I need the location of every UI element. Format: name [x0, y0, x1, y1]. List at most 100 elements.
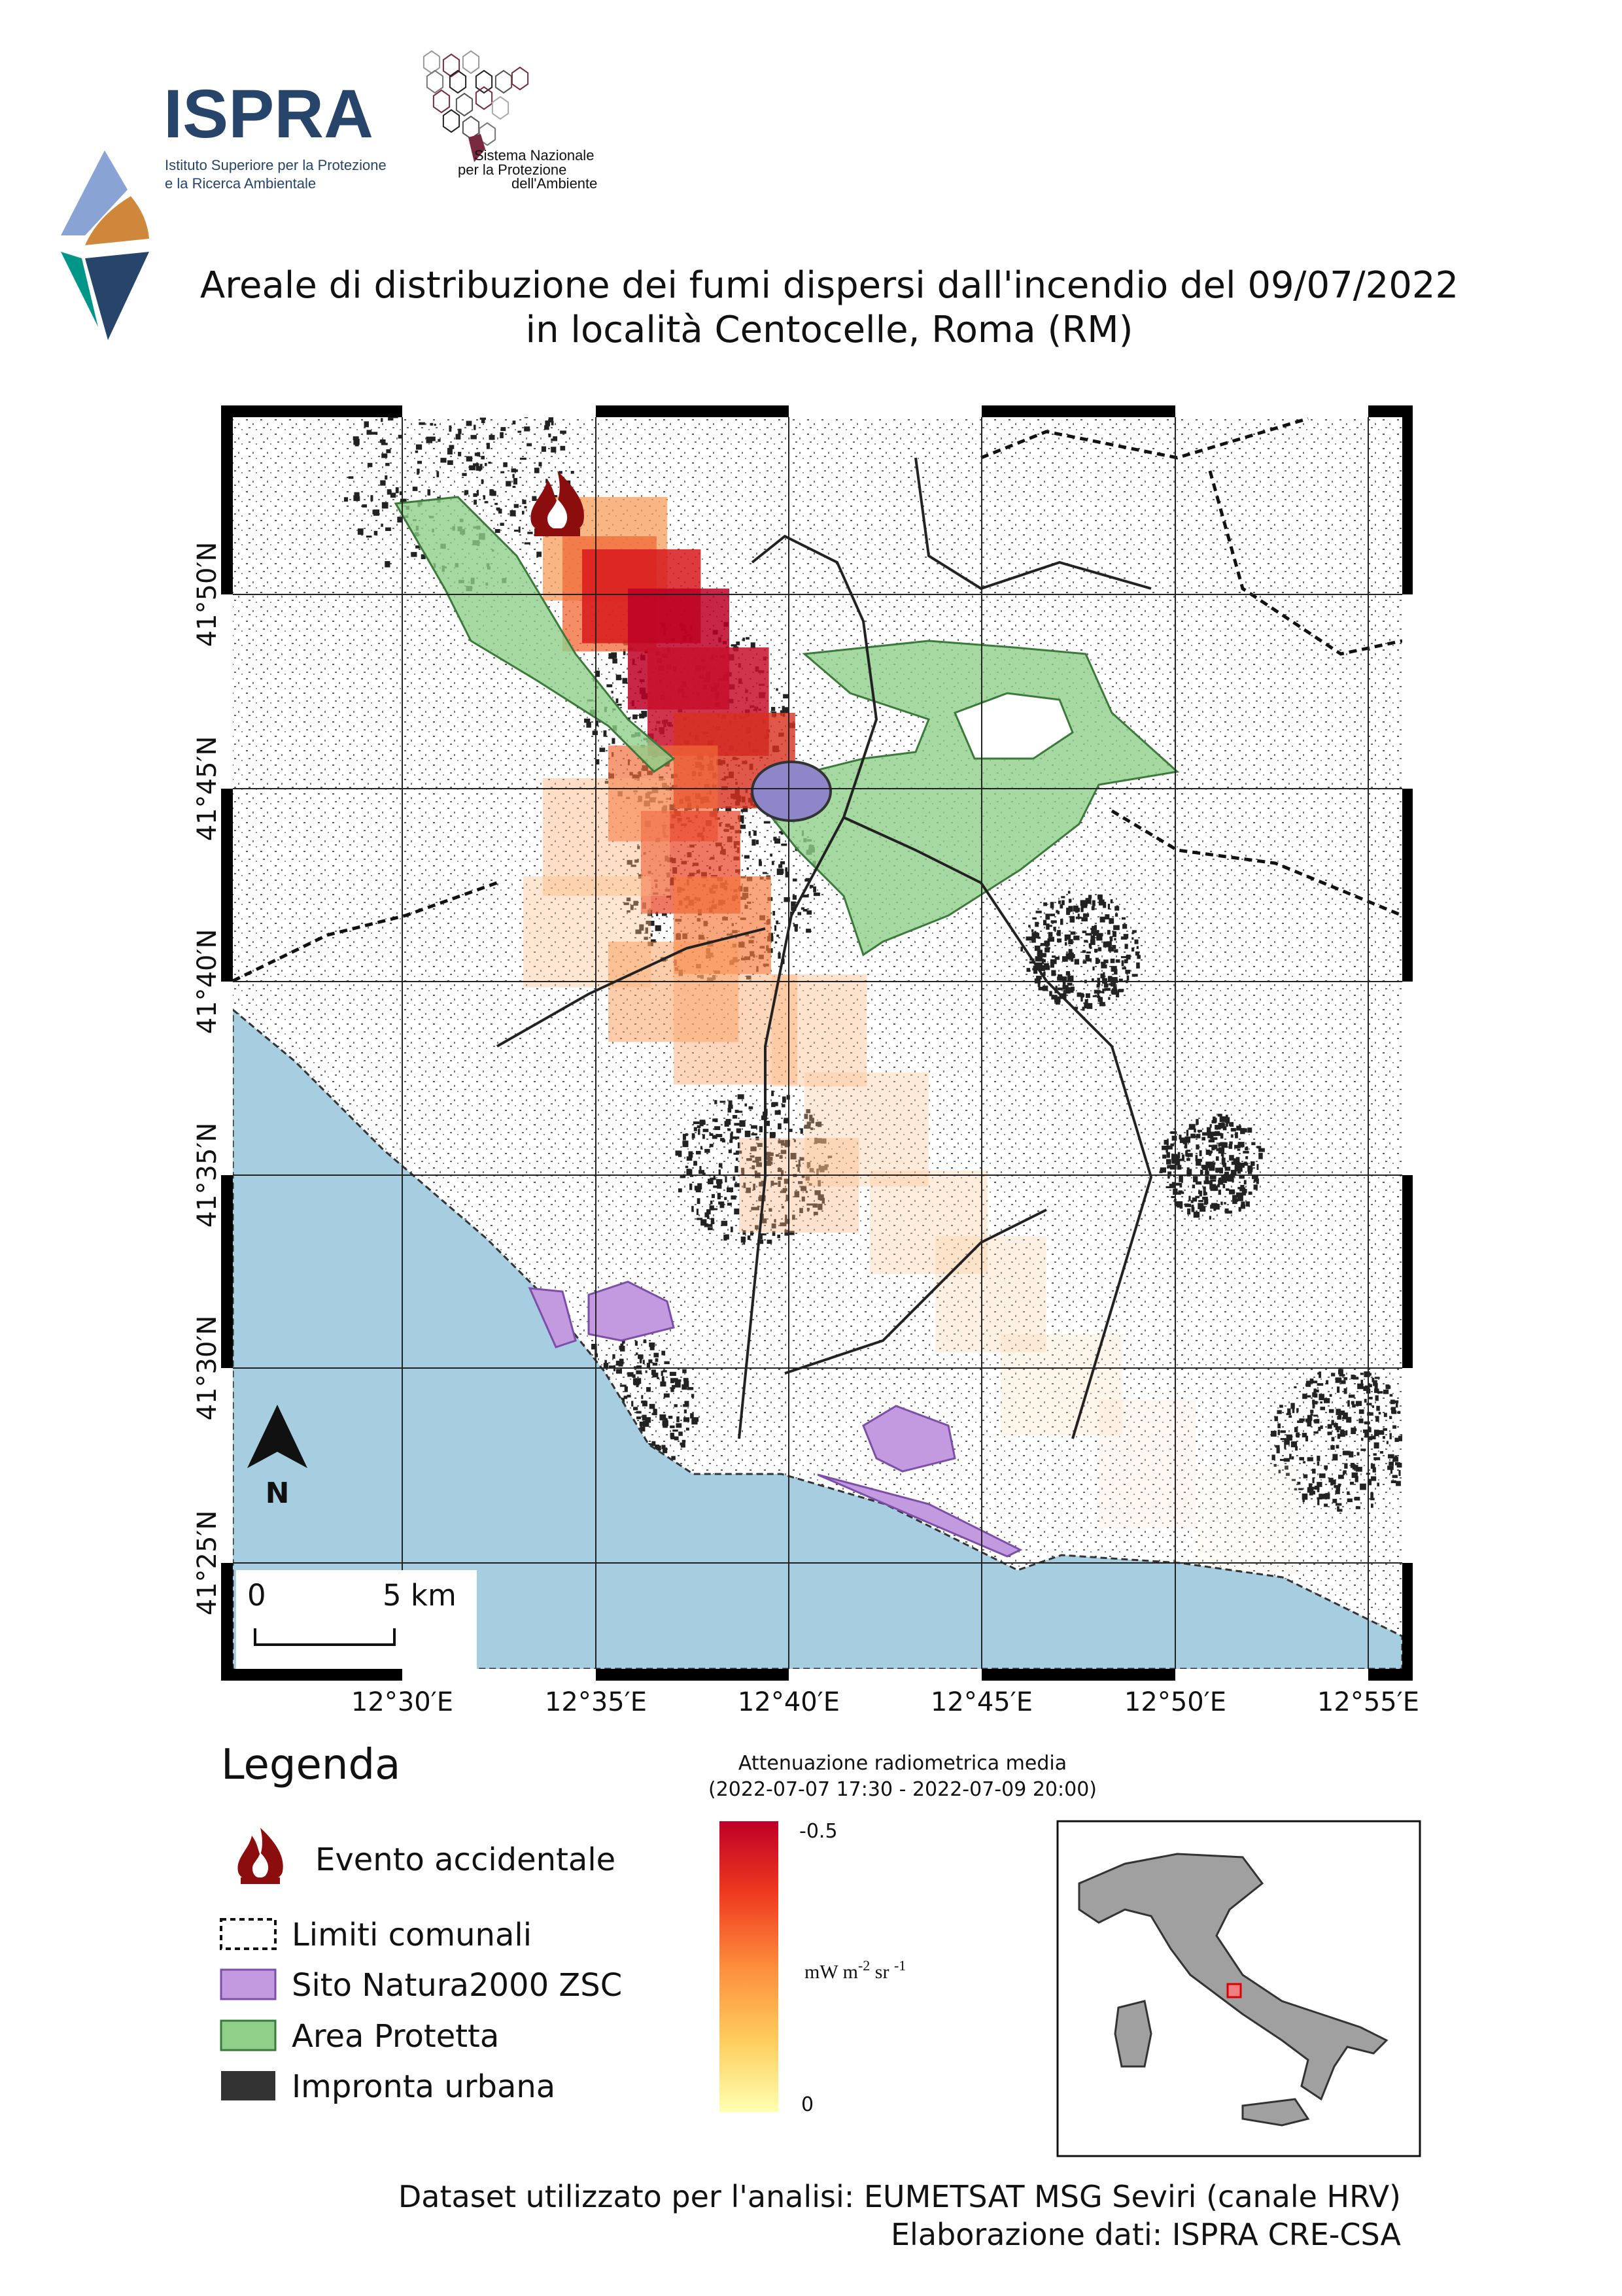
urban-block [1235, 1192, 1242, 1198]
urban-block [586, 721, 591, 728]
urban-block [1237, 1166, 1243, 1172]
plume-cell [608, 942, 739, 1042]
urban-block [1335, 1426, 1341, 1430]
urban-block [1178, 1190, 1183, 1194]
urban-block [1232, 1198, 1237, 1205]
urban-block [683, 1380, 689, 1388]
urban-block [729, 1139, 733, 1143]
urban-block [635, 1352, 638, 1355]
urban-block [512, 473, 515, 478]
urban-block [1213, 1185, 1218, 1191]
urban-block [1368, 1427, 1372, 1433]
urban-block [488, 461, 491, 464]
urban-block [777, 1234, 781, 1239]
urban-block [1232, 1176, 1234, 1183]
urban-block [1364, 1432, 1370, 1438]
urban-block [1058, 900, 1061, 904]
urban-block [1092, 995, 1097, 997]
urban-block [817, 1138, 822, 1144]
urban-block [811, 1118, 814, 1123]
urban-block [1122, 917, 1126, 920]
urban-block [746, 637, 750, 640]
urban-block [820, 1194, 823, 1201]
urban-block [1115, 991, 1120, 998]
urban-block [1090, 939, 1096, 945]
urban-block [650, 939, 656, 943]
urban-block [741, 1167, 745, 1173]
urban-block [744, 855, 750, 859]
urban-block [514, 530, 519, 532]
urban-block [432, 373, 438, 379]
urban-block [693, 1121, 700, 1125]
urban-block [1160, 1167, 1167, 1173]
urban-block [670, 1425, 675, 1428]
urban-block [1170, 1131, 1177, 1134]
urban-block [1372, 1377, 1375, 1382]
footer-credits: Elaborazione dati: ISPRA CRE-CSA [891, 2217, 1402, 2252]
urban-block [391, 417, 398, 419]
urban-block [430, 401, 436, 406]
urban-block [1311, 1486, 1316, 1490]
urban-block [1202, 1132, 1209, 1136]
urban-block [1335, 1503, 1342, 1506]
urban-block [381, 502, 388, 509]
urban-block [536, 551, 542, 557]
urban-block [481, 456, 485, 460]
urban-block [1113, 986, 1117, 990]
urban-block [1374, 1377, 1380, 1379]
urban-block [1237, 1143, 1241, 1148]
urban-block [1116, 905, 1118, 910]
urban-block [725, 806, 732, 812]
urban-block [381, 523, 383, 527]
urban-block [1330, 1445, 1335, 1450]
urban-block [661, 1376, 664, 1382]
urban-block [638, 874, 643, 879]
urban-block [698, 1129, 700, 1135]
urban-block [619, 1358, 624, 1365]
urban-block [1299, 1418, 1305, 1422]
urban-block [1360, 1437, 1364, 1441]
urban-block [1205, 1150, 1211, 1156]
urban-block [686, 1169, 693, 1176]
urban-block [1068, 949, 1073, 954]
urban-block [1378, 1430, 1385, 1435]
urban-block [676, 1423, 682, 1428]
urban-block [1318, 1426, 1321, 1431]
urban-block [772, 910, 776, 916]
urban-block [731, 1195, 736, 1200]
north-label: N [266, 1477, 290, 1510]
urban-block [1370, 1435, 1376, 1439]
urban-block [1064, 934, 1067, 942]
urban-block [778, 1180, 781, 1188]
urban-block [1080, 997, 1083, 1002]
urban-block [1086, 1002, 1093, 1009]
urban-block [1286, 1473, 1290, 1476]
urban-block [731, 644, 737, 647]
urban-block [1316, 1418, 1320, 1422]
urban-block [1097, 894, 1103, 900]
urban-block [1106, 941, 1112, 948]
urban-block [776, 934, 780, 937]
urban-block [768, 1152, 774, 1156]
urban-block [710, 1218, 715, 1224]
urban-block [411, 372, 414, 375]
urban-block [1026, 968, 1031, 972]
urban-block [696, 1208, 699, 1216]
urban-block [680, 1176, 684, 1178]
urban-block [1220, 1133, 1224, 1139]
urban-block [633, 1407, 638, 1411]
urban-block [1193, 1211, 1200, 1218]
urban-block [1174, 1182, 1181, 1186]
urban-block [765, 1161, 772, 1166]
urban-block [1350, 1463, 1355, 1468]
legend-item-municipal: Limiti comunali [220, 1917, 532, 1953]
urban-block [1210, 1186, 1216, 1191]
urban-block [1171, 1157, 1177, 1164]
urban-block [1296, 1432, 1300, 1438]
urban-block [806, 1207, 810, 1211]
urban-block [1372, 1405, 1375, 1409]
urban-block [1367, 1412, 1373, 1416]
urban-block [1062, 980, 1066, 987]
urban-block [615, 698, 619, 704]
urban-block [1209, 1175, 1216, 1180]
